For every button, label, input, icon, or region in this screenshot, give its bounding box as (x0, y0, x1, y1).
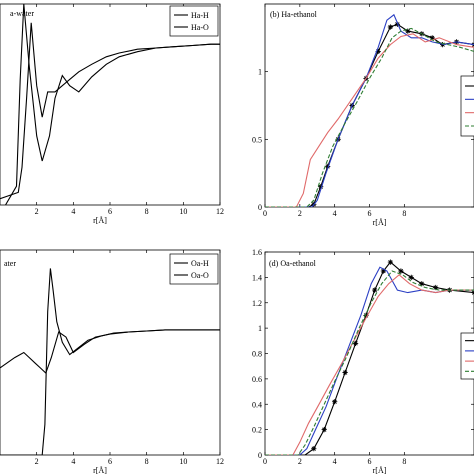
x-tick-label: 8 (145, 457, 149, 466)
y-tick-label: 1.4 (252, 273, 262, 282)
x-tick-label: 4 (71, 457, 75, 466)
series-line-c-0 (0, 329, 220, 374)
x-tick-label: 12 (216, 207, 224, 216)
y-tick-label: 0.8 (252, 350, 262, 359)
y-tick-label: 0.4 (252, 400, 262, 409)
x-tick-label: 4 (71, 207, 75, 216)
series-line-b-2 (265, 33, 474, 207)
x-tick-label: 8 (402, 457, 406, 466)
y-tick-label: 0.6 (252, 375, 262, 384)
x-tick-label: 2 (35, 207, 39, 216)
x-tick-label: 6 (108, 207, 112, 216)
y-tick-label: 0.2 (252, 426, 262, 435)
x-tick-label: 10 (179, 457, 187, 466)
y-tick-label: 0 (258, 203, 262, 212)
legend: Ha-H Ha-O (169, 5, 219, 37)
panel-a: 2 4 6 8 10 12 r[Å] a-water Ha-H Ha-O (0, 3, 224, 225)
series-line-b-1 (265, 13, 474, 207)
series-marker (433, 284, 439, 291)
series-line-d-1 (265, 266, 474, 455)
x-axis-label: r[Å] (93, 466, 107, 474)
series-marker (387, 259, 394, 265)
series-marker (332, 399, 338, 405)
series-marker (342, 369, 348, 376)
series-line-b-3 (265, 27, 474, 207)
series-line-a-1 (5, 4, 220, 205)
panel-d: 0 2 4 6 8 0 0.2 0.4 0.6 0.8 1 1.2 1.4 1.6 r[Å] (d) Oa-e… (252, 248, 474, 474)
legend (460, 332, 474, 380)
panel-title: a-water (10, 9, 34, 18)
series-marker (372, 287, 378, 293)
x-axis-label: r[Å] (373, 466, 387, 474)
x-axis-label: r[Å] (93, 216, 107, 225)
series-line-a-0 (0, 22, 220, 200)
plot-frame (264, 3, 474, 208)
x-tick-label: 4 (333, 209, 337, 218)
series-marker (471, 290, 474, 296)
series-marker (321, 426, 327, 433)
panel-title: ater (4, 259, 16, 268)
series-line-d-2 (265, 274, 474, 455)
x-tick-label: 10 (179, 207, 187, 216)
x-tick-label: 0 (263, 209, 267, 218)
x-tick-label: 2 (35, 457, 39, 466)
x-tick-label: 6 (368, 209, 372, 218)
x-axis-label: r[Å] (373, 218, 387, 227)
x-tick-label: 4 (333, 457, 337, 466)
legend-entry: Ha-H (191, 11, 209, 20)
series-marker (419, 281, 425, 287)
legend-box (169, 253, 219, 285)
plot-frame (264, 251, 474, 456)
x-tick-label: 8 (402, 209, 406, 218)
legend (460, 75, 474, 137)
legend-entry: Oa-H (191, 259, 209, 268)
series-line-c-1 (0, 268, 220, 455)
legend-entry: Oa-O (191, 271, 209, 280)
series-marker (398, 268, 404, 274)
x-tick-label: 6 (108, 457, 112, 466)
legend: Oa-H Oa-O (169, 253, 219, 285)
series-marker (408, 274, 414, 280)
y-tick-label: 1 (258, 68, 262, 77)
legend-entry: Ha-O (191, 23, 209, 32)
x-tick-label: 0 (263, 457, 267, 466)
series-marker (311, 446, 317, 452)
y-tick-label: 1.2 (252, 299, 262, 308)
y-tick-label: 0 (258, 451, 262, 460)
series-marker (387, 24, 394, 30)
series-marker (352, 340, 359, 347)
legend-box (460, 75, 474, 137)
legend-box (169, 5, 219, 37)
panel-title: (d) Oa-ethanol (269, 259, 317, 268)
x-tick-label: 6 (368, 457, 372, 466)
series-line-b-0 (265, 23, 474, 207)
panel-title: (b) Ha-ethanol (270, 10, 318, 19)
panel-b: 0 2 4 6 8 0 0.5 1 r[Å] (b) Ha-ethanol (252, 3, 474, 227)
x-tick-label: 2 (298, 209, 302, 218)
series-marker (405, 28, 411, 34)
y-tick-label: 1.6 (252, 248, 262, 257)
x-tick-label: 2 (298, 457, 302, 466)
x-tick-label: 12 (216, 457, 224, 466)
y-tick-label: 1 (258, 324, 262, 333)
x-tick-label: 8 (145, 207, 149, 216)
y-tick-label: 0.5 (252, 135, 262, 144)
legend-box (460, 332, 474, 380)
series-line-d-3 (265, 270, 474, 455)
panel-c: 2 4 6 8 10 12 r[Å] ater Oa-H Oa-O (0, 249, 224, 474)
